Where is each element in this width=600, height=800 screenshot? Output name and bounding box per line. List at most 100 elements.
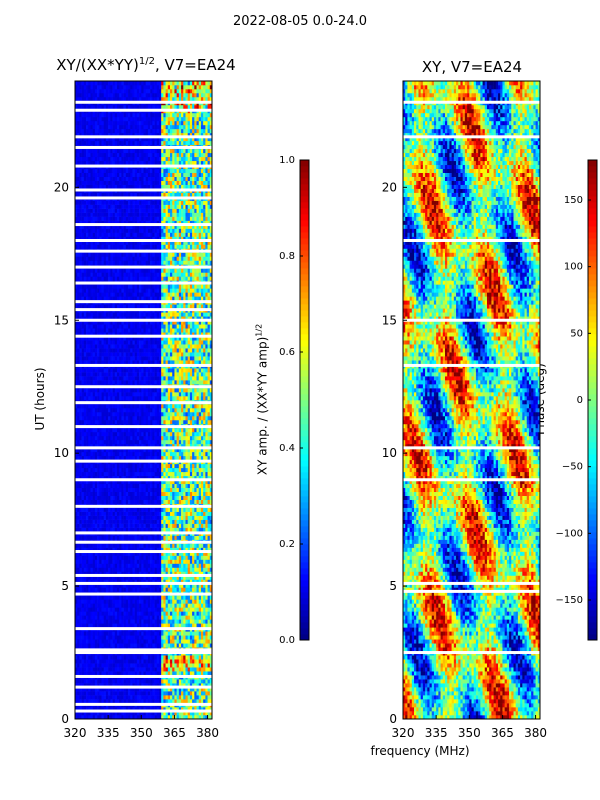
- panel1-cell: [77, 667, 80, 672]
- panel1-cell: [156, 583, 160, 588]
- panel1-cell: [125, 583, 129, 588]
- panel1-cell: [161, 479, 164, 485]
- panel1-cell: [132, 679, 135, 684]
- panel1-cell: [97, 507, 100, 512]
- panel1-cell: [105, 551, 109, 556]
- panel1-cell: [189, 403, 193, 409]
- panel1-cell: [200, 579, 204, 584]
- panel1-cell: [165, 643, 169, 648]
- panel1-cell: [108, 683, 111, 688]
- panel1-cell: [116, 415, 120, 421]
- panel1-cell: [163, 623, 166, 628]
- panel1-cell: [112, 511, 116, 516]
- panel1-cell: [143, 443, 147, 449]
- panel1-cell: [200, 447, 204, 453]
- panel1-cell: [119, 607, 122, 612]
- panel1-cell: [88, 667, 91, 672]
- panel1-cell: [181, 419, 184, 425]
- panel1-cell: [130, 671, 133, 676]
- panel1-cell: [174, 519, 177, 524]
- panel1-cell: [205, 431, 208, 437]
- panel1-cell: [198, 551, 202, 556]
- panel1-cell: [97, 463, 100, 469]
- panel1-cell: [83, 711, 87, 716]
- panel1-cell: [147, 691, 151, 696]
- panel1-cell: [97, 475, 100, 481]
- panel1-cell: [176, 455, 180, 461]
- panel1-cell: [154, 551, 158, 556]
- panel1-cell: [116, 611, 120, 616]
- panel1-cell: [121, 511, 124, 516]
- panel1-cell: [178, 563, 182, 568]
- panel1-cell: [101, 567, 105, 572]
- panel1-cell: [172, 655, 175, 660]
- panel1-cell: [203, 679, 206, 684]
- panel1-cell: [152, 619, 155, 624]
- panel1-cell: [81, 499, 85, 504]
- panel1-cell: [189, 715, 193, 719]
- panel1-cell: [161, 551, 164, 556]
- panel1-cell: [187, 451, 191, 457]
- panel1-cell: [134, 543, 138, 548]
- panel1-cell: [94, 435, 98, 441]
- panel1-cell: [114, 671, 118, 676]
- panel1-cell: [112, 607, 116, 612]
- panel1-cell: [110, 631, 113, 636]
- panel1-cell: [86, 443, 89, 449]
- panel1-cell: [105, 411, 109, 417]
- panel1-cell: [94, 411, 98, 417]
- panel1-cell: [181, 667, 184, 672]
- panel1-cell: [143, 683, 147, 688]
- panel1-cell: [200, 683, 204, 688]
- panel1-cell: [123, 575, 127, 580]
- panel1-cell: [192, 667, 195, 672]
- panel1-cell: [156, 407, 160, 413]
- panel1-cell: [125, 571, 129, 576]
- panel1-cell: [83, 483, 87, 489]
- panel1-cell: [209, 547, 212, 552]
- panel1-cell: [145, 691, 149, 696]
- panel1-cell: [77, 579, 80, 584]
- panel1-cell: [172, 443, 175, 449]
- panel1-cell: [130, 455, 133, 461]
- panel1-cell: [174, 471, 177, 477]
- panel1-cell: [134, 663, 138, 668]
- panel1-cell: [203, 407, 206, 413]
- panel1-cell: [203, 447, 206, 453]
- panel1-cell: [110, 663, 113, 668]
- panel1-cell: [185, 615, 188, 620]
- panel1-cell: [75, 643, 78, 648]
- panel1-cell: [130, 519, 133, 524]
- panel1-cell: [174, 643, 177, 648]
- panel1-cell: [108, 715, 111, 719]
- panel1-cell: [192, 603, 195, 608]
- panel1-cell: [86, 663, 89, 668]
- panel1-cell: [119, 547, 122, 552]
- panel1-cell: [156, 511, 160, 516]
- panel1-cell: [97, 571, 100, 576]
- panel1-cell: [105, 659, 109, 664]
- panel1-cell: [139, 683, 142, 688]
- panel1-cell: [207, 679, 211, 684]
- panel1-cell: [130, 515, 133, 520]
- panel1-cell: [187, 527, 191, 532]
- panel1-cell: [90, 711, 93, 716]
- panel1-cell: [205, 543, 208, 548]
- panel1-cell: [200, 407, 204, 413]
- panel1-cell: [170, 587, 173, 592]
- panel1-cell: [150, 407, 153, 413]
- panel1-cell: [178, 519, 182, 524]
- panel1-cell: [123, 615, 127, 620]
- panel1-cell: [134, 515, 138, 520]
- panel1-cell: [121, 407, 124, 413]
- panel1-cell: [185, 555, 188, 560]
- panel1-cell: [83, 535, 87, 540]
- panel1-cell: [81, 595, 85, 600]
- panel1-cell: [174, 707, 177, 712]
- panel1-cell: [128, 431, 131, 437]
- panel1-cell: [130, 567, 133, 572]
- panel1-cell: [170, 467, 173, 473]
- panel1-cell: [174, 567, 177, 572]
- panel1-cell: [187, 543, 191, 548]
- panel1-cell: [174, 527, 177, 532]
